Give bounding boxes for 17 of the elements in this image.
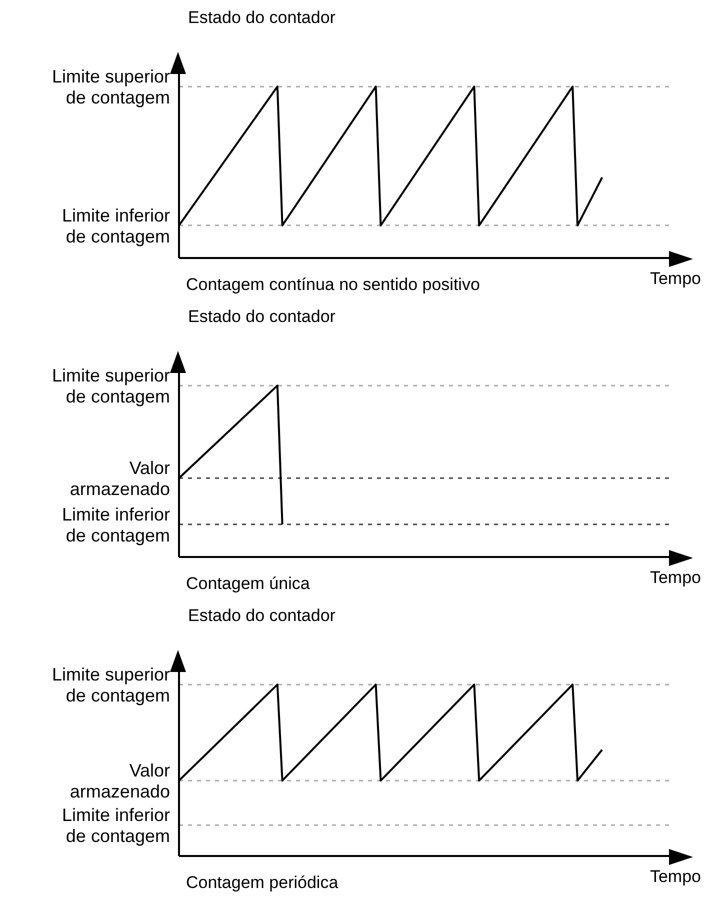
x-axis-title: Tempo	[650, 269, 701, 289]
ref-line-label: Limite inferior de contagem	[62, 504, 170, 546]
ref-line-label: Limite inferior de contagem	[62, 205, 170, 246]
ref-line-label: Limite superior de contagem	[52, 664, 170, 706]
y-axis-title: Estado do contador	[188, 8, 336, 28]
ref-line-label: Valor armazenado	[70, 760, 170, 802]
ref-line-label: Limite superior de contagem	[52, 366, 170, 407]
y-axis-title: Estado do contador	[188, 307, 336, 327]
text: Contagem periódica	[186, 873, 338, 893]
y-axis-title: Estado do contador	[188, 606, 336, 626]
ref-line-label: Valor armazenado	[70, 458, 170, 500]
x-axis-title: Tempo	[650, 867, 701, 887]
text: Contagem única	[186, 574, 310, 594]
text: Contagem contínua no sentido positivo	[186, 275, 480, 295]
ref-line-label: Limite inferior de contagem	[62, 805, 170, 846]
x-axis-title: Tempo	[650, 568, 701, 588]
ref-line-label: Limite superior de contagem	[52, 66, 170, 108]
